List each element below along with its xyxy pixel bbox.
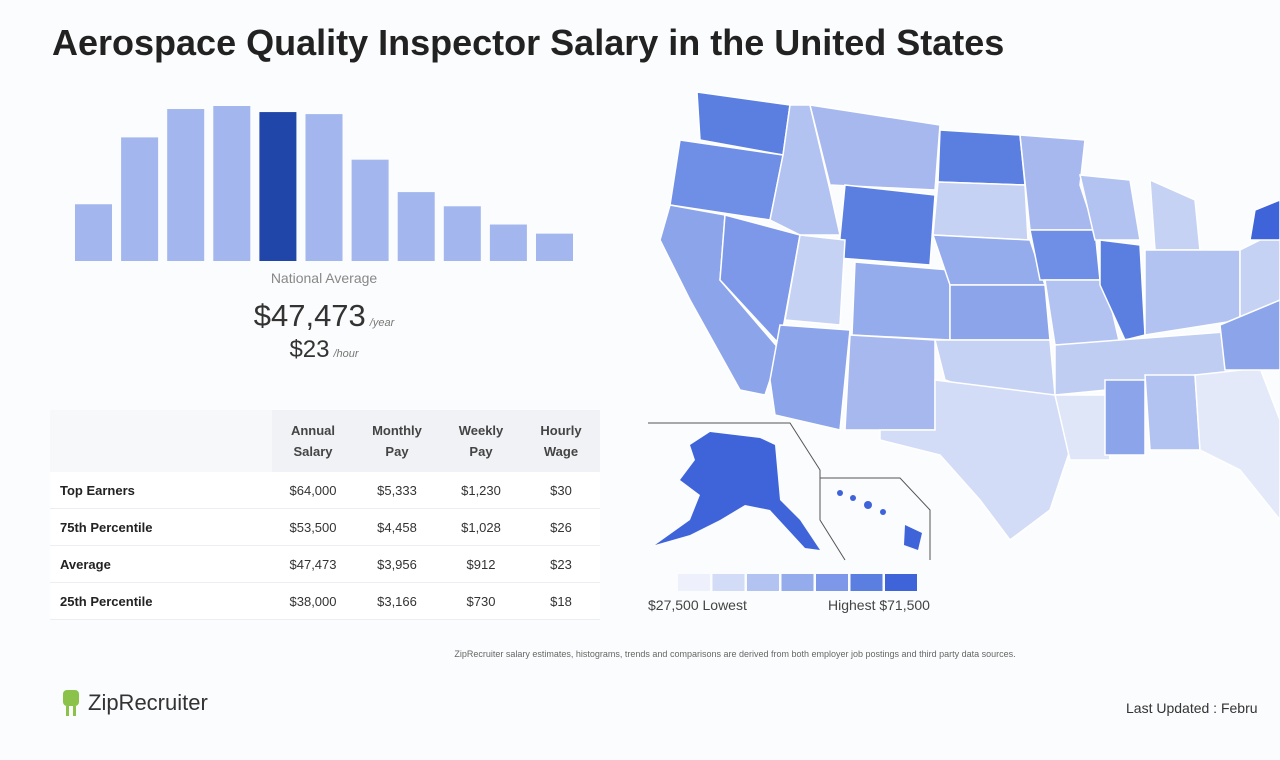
- legend-high: Highest $71,500: [828, 597, 930, 613]
- column-header: Weekly Pay: [440, 410, 522, 472]
- histogram-bar: [213, 106, 251, 261]
- legend-low: $27,500 Lowest: [648, 597, 747, 613]
- table-header-row: Annual Salary Monthly Pay Weekly Pay Hourly…: [50, 410, 600, 472]
- legend-swatch: [781, 574, 814, 591]
- table-cell: $4,458: [354, 508, 440, 546]
- histogram-bar: [397, 192, 435, 261]
- column-header: Hourly Wage: [522, 410, 600, 472]
- annual-value: $47,473: [253, 298, 366, 333]
- map-legend: [678, 574, 917, 591]
- logo-text: ZipRecruiter: [88, 690, 208, 715]
- table-row: 75th Percentile $53,500 $4,458 $1,028 $26: [50, 508, 600, 546]
- legend-swatch: [678, 574, 710, 591]
- table-cell: $1,028: [440, 508, 522, 546]
- row-label: 75th Percentile: [50, 508, 272, 546]
- legend-swatch: [885, 574, 917, 591]
- table-cell: $5,333: [354, 472, 440, 509]
- salary-table: Annual Salary Monthly Pay Weekly Pay Hourly…: [50, 410, 600, 620]
- page-title: Aerospace Quality Inspector Salary in th…: [52, 22, 1005, 63]
- average-label: National Average: [270, 270, 378, 286]
- histogram-bar: [536, 233, 573, 261]
- column-header: [50, 410, 272, 472]
- table-row: Average $47,473 $3,956 $912 $23: [50, 545, 600, 583]
- row-label: Average: [50, 545, 272, 583]
- table-cell: $3,166: [354, 582, 440, 620]
- histogram-bar: [305, 114, 343, 261]
- histogram-bar: [121, 137, 159, 261]
- table-cell: $30: [522, 472, 600, 509]
- table-row: 25th Percentile $38,000 $3,166 $730 $18: [50, 582, 600, 620]
- table-cell: $912: [440, 545, 522, 583]
- average-hour: $23/hour: [75, 336, 573, 364]
- table-cell: $730: [440, 582, 522, 620]
- last-updated: Last Updated : Febru: [1126, 700, 1258, 716]
- histogram: [75, 106, 573, 261]
- histogram-bar: [167, 109, 205, 261]
- table-row: Top Earners $64,000 $5,333 $1,230 $30: [50, 472, 600, 509]
- hourly-unit: /hour: [333, 348, 359, 360]
- column-header: Monthly Pay: [354, 410, 440, 472]
- table-cell: $64,000: [272, 472, 354, 509]
- table-cell: $23: [522, 545, 600, 583]
- legend-swatch: [712, 574, 745, 591]
- table-cell: $18: [522, 582, 600, 620]
- table-cell: $26: [522, 508, 600, 546]
- histogram-bar: [443, 206, 481, 261]
- footnote: ZipRecruiter salary estimates, histogram…: [454, 649, 1016, 659]
- hourly-value: $23: [289, 336, 330, 363]
- table-cell: $47,473: [272, 545, 354, 583]
- legend-swatch: [850, 574, 883, 591]
- logo: ZipRecruiter: [60, 688, 208, 718]
- table-cell: $3,956: [354, 545, 440, 583]
- histogram-bar: [75, 204, 112, 261]
- us-map: [648, 91, 1280, 561]
- row-label: Top Earners: [50, 472, 272, 509]
- table-cell: $53,500: [272, 508, 354, 546]
- table-cell: $38,000: [272, 582, 354, 620]
- annual-unit: /year: [369, 317, 395, 329]
- logo-icon: [63, 690, 79, 716]
- row-label: 25th Percentile: [50, 582, 272, 620]
- histogram-bar: [259, 112, 297, 261]
- column-header: Annual Salary: [272, 410, 354, 472]
- table-cell: $1,230: [440, 472, 522, 509]
- legend-swatch: [816, 574, 848, 591]
- histogram-bar: [489, 224, 527, 261]
- average-year: $47,473/year: [75, 298, 573, 334]
- legend-swatch: [747, 574, 779, 591]
- histogram-bar: [351, 159, 389, 261]
